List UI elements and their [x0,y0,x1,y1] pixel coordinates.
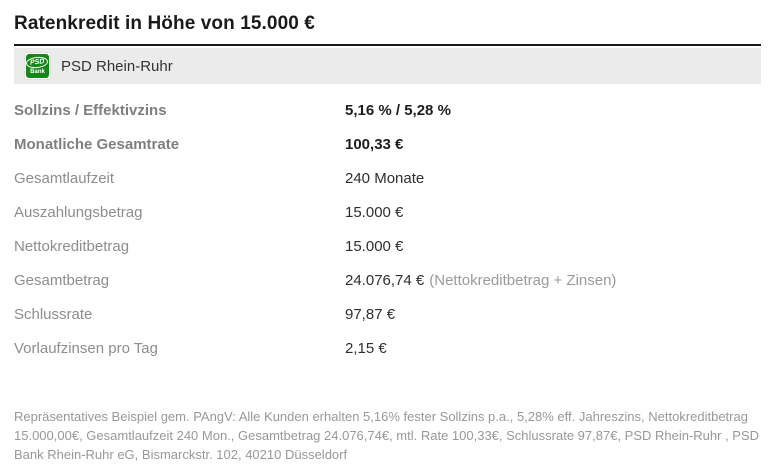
page-title: Ratenkredit in Höhe von 15.000 € [14,13,761,46]
psd-logo-sub-text: Bank [30,68,45,75]
row-value: 97,87 € [345,305,396,323]
table-row: Auszahlungsbetrag 15.000 € [14,195,761,229]
row-label: Schlussrate [14,305,93,323]
row-label: Gesamtlaufzeit [14,169,115,187]
row-label: Gesamtbetrag [14,271,110,289]
row-label: Auszahlungsbetrag [14,203,143,221]
table-row: Gesamtlaufzeit 240 Monate [14,161,761,195]
row-value: 24.076,74 € [345,271,425,289]
representative-example-disclaimer: Repräsentatives Beispiel gem. PAngV: All… [14,409,760,462]
row-label: Monatliche Gesamtrate [14,135,180,153]
row-value: 240 Monate [345,169,425,187]
row-label: Nettokreditbetrag [14,237,130,255]
row-value: 15.000 € [345,237,404,255]
provider-name: PSD Rhein-Ruhr [61,57,173,75]
row-label: Vorlaufzinsen pro Tag [14,339,158,357]
row-label: Sollzins / Effektivzins [14,101,167,119]
table-row: Monatliche Gesamtrate 100,33 € [14,127,761,161]
psd-bank-logo-inner: PSD Bank [25,54,50,78]
row-value: 5,16 % / 5,28 % [345,101,451,119]
psd-bank-logo-icon: PSD Bank [24,52,51,80]
table-row: Nettokreditbetrag 15.000 € [14,229,761,263]
table-row: Gesamtbetrag 24.076,74 € (Nettokreditbet… [14,263,761,297]
row-value: 100,33 € [345,135,404,153]
row-value: 15.000 € [345,203,404,221]
row-note: (Nettokreditbetrag + Zinsen) [429,271,617,289]
psd-logo-brand-text: PSD [25,55,50,69]
row-value: 2,15 € [345,339,387,357]
loan-details-table: Sollzins / Effektivzins 5,16 % / 5,28 % … [14,93,761,365]
provider-bar[interactable]: PSD Bank PSD Rhein-Ruhr [14,48,761,84]
table-row: Sollzins / Effektivzins 5,16 % / 5,28 % [14,93,761,127]
table-row: Vorlaufzinsen pro Tag 2,15 € [14,331,761,365]
table-row: Schlussrate 97,87 € [14,297,761,331]
